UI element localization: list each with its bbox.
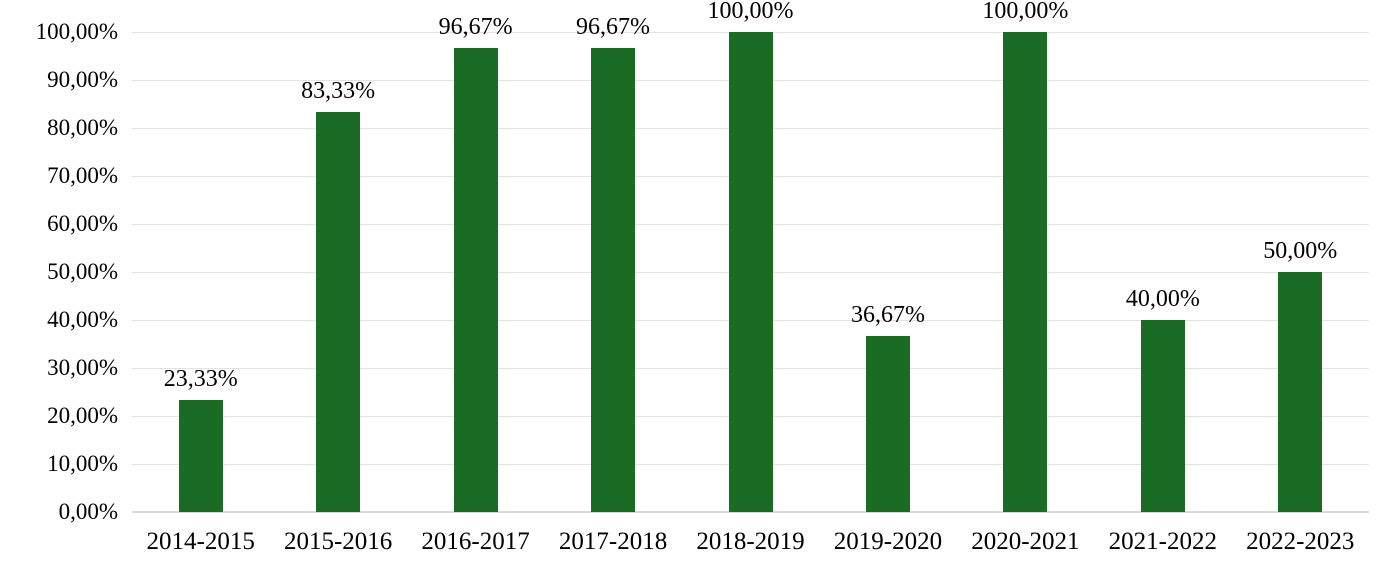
x-tick-label: 2017-2018 bbox=[558, 528, 668, 555]
y-tick-label: 40,00% bbox=[47, 307, 118, 332]
bar-2018-2019 bbox=[728, 32, 773, 512]
x-axis-line bbox=[132, 511, 1369, 513]
bar-2021-2022 bbox=[1140, 320, 1185, 512]
bar-value-label: 40,00% bbox=[1125, 286, 1200, 312]
bar-value-label: 100,00% bbox=[982, 0, 1069, 24]
y-tick-label: 100,00% bbox=[35, 19, 118, 44]
bar-2020-2021 bbox=[1003, 32, 1048, 512]
y-tick-label: 90,00% bbox=[47, 67, 118, 92]
bar-value-label: 100,00% bbox=[707, 0, 794, 24]
y-tick-label: 10,00% bbox=[47, 451, 118, 476]
x-tick-label: 2016-2017 bbox=[421, 528, 530, 555]
x-tick-label: 2021-2022 bbox=[1108, 528, 1217, 555]
x-tick-label: 2022-2023 bbox=[1246, 528, 1355, 555]
bar-2016-2017 bbox=[453, 47, 498, 512]
x-tick-label: 2019-2020 bbox=[833, 528, 943, 555]
bar-2019-2020 bbox=[865, 335, 910, 512]
bar-2022-2023 bbox=[1278, 272, 1323, 512]
bar-value-label: 96,67% bbox=[576, 13, 651, 40]
y-tick-label: 50,00% bbox=[47, 259, 118, 284]
y-tick-label: 0,00% bbox=[58, 499, 118, 524]
x-tick-label: 2015-2016 bbox=[283, 528, 393, 555]
bar-value-label: 50,00% bbox=[1263, 238, 1338, 264]
bar-2015-2016 bbox=[316, 112, 361, 512]
bar-value-label: 83,33% bbox=[301, 78, 376, 105]
bar-value-label: 23,33% bbox=[163, 366, 238, 393]
x-tick-label: 2018-2019 bbox=[696, 528, 805, 555]
y-tick-label: 80,00% bbox=[47, 115, 118, 140]
y-tick-label: 70,00% bbox=[47, 163, 118, 188]
bar-value-label: 96,67% bbox=[438, 13, 513, 40]
x-tick-label: 2014-2015 bbox=[146, 528, 255, 555]
bar-value-label: 36,67% bbox=[850, 301, 925, 328]
y-tick-label: 60,00% bbox=[47, 211, 118, 236]
x-tick-label: 2020-2021 bbox=[971, 528, 1080, 555]
bar-2017-2018 bbox=[591, 47, 636, 512]
y-tick-label: 30,00% bbox=[47, 355, 118, 380]
y-tick-label: 20,00% bbox=[47, 403, 118, 428]
bar-2014-2015 bbox=[178, 400, 223, 512]
